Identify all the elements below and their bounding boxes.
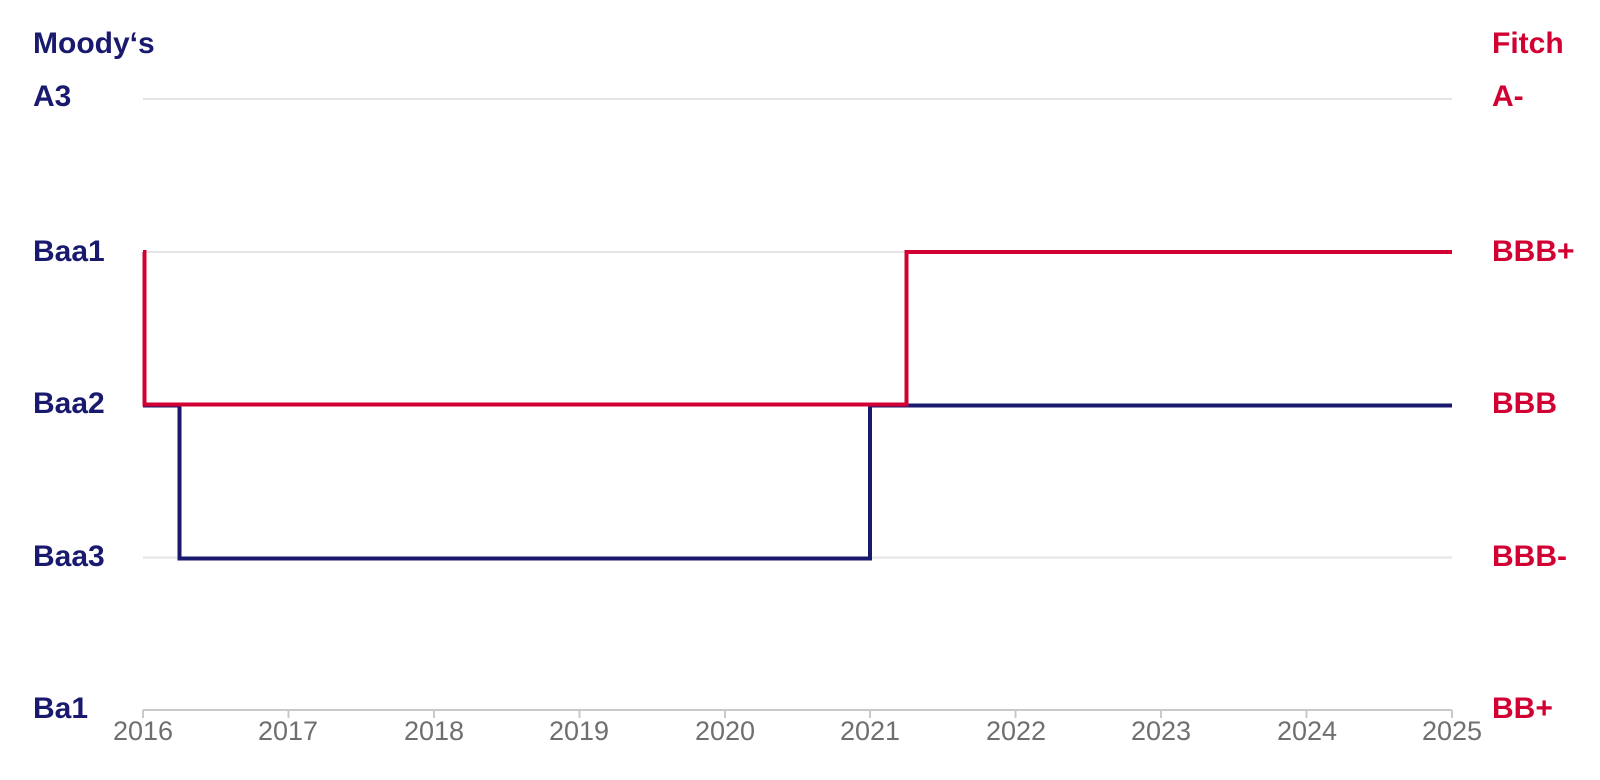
right-axis-label-bbb-minus: BBB-: [1492, 540, 1567, 573]
right-axis-label-a-minus: A-: [1492, 80, 1524, 113]
right-axis-label-bbb-plus: BBB+: [1492, 235, 1575, 268]
x-tick-label-2022: 2022: [985, 716, 1047, 746]
x-tick-label-2024: 2024: [1276, 716, 1338, 746]
x-tick-label-2023: 2023: [1130, 716, 1192, 746]
left-axis-label-baa2: Baa2: [33, 387, 105, 420]
x-tick-label-2017: 2017: [257, 716, 319, 746]
series-line-moodys: [143, 403, 1452, 561]
x-tick-label-2020: 2020: [694, 716, 756, 746]
left-axis-label-ba1: Ba1: [33, 692, 89, 725]
x-tick-label-2018: 2018: [403, 716, 465, 746]
left-axis-label-baa1: Baa1: [33, 235, 105, 268]
right-axis-label-bbb: BBB: [1492, 387, 1557, 420]
right-axis-label-bb-plus: BB+: [1492, 692, 1553, 725]
x-tick-label-2019: 2019: [548, 716, 610, 746]
right-axis-title: Fitch: [1492, 27, 1564, 60]
x-tick-label-2025: 2025: [1421, 716, 1483, 746]
series-line-fitch: [142, 249, 1452, 407]
x-tick-label-2016: 2016: [112, 716, 174, 746]
x-tick-label-2021: 2021: [839, 716, 901, 746]
left-axis-title: Moody‘s: [33, 27, 155, 60]
left-axis-label-a3: A3: [33, 80, 72, 113]
left-axis-label-baa3: Baa3: [33, 540, 105, 573]
